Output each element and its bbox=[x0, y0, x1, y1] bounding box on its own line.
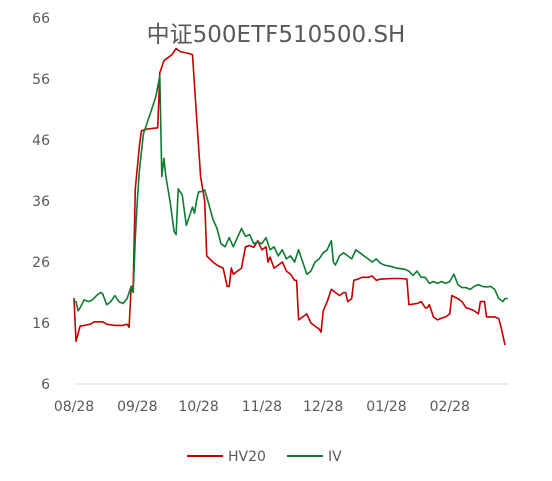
x-tick-label: 10/28 bbox=[178, 399, 218, 415]
x-tick-label: 09/28 bbox=[117, 399, 157, 415]
y-tick-label: 66 bbox=[32, 11, 50, 27]
legend-label-iv: IV bbox=[328, 449, 342, 465]
x-tick-label: 11/28 bbox=[242, 399, 282, 415]
series-line-iv bbox=[73, 75, 508, 312]
x-tick-label: 02/28 bbox=[430, 399, 470, 415]
y-tick-label: 16 bbox=[32, 316, 50, 332]
x-tick-label: 12/28 bbox=[303, 399, 343, 415]
x-axis-tick-labels: 08/28 09/28 10/28 11/28 12/28 01/28 02/28 bbox=[54, 399, 470, 415]
y-tick-label: 26 bbox=[32, 255, 50, 271]
y-tick-label: 6 bbox=[41, 377, 50, 393]
series-lines bbox=[73, 47, 508, 346]
x-tick-label: 08/28 bbox=[54, 399, 94, 415]
y-axis-tick-labels: 6 16 26 36 46 56 66 bbox=[32, 11, 50, 393]
legend-label-hv20: HV20 bbox=[228, 449, 266, 465]
y-tick-label: 46 bbox=[32, 133, 50, 149]
chart-title: 中证500ETF510500.SH bbox=[147, 22, 406, 48]
x-tick-label: 01/28 bbox=[366, 399, 406, 415]
series-line-hv20 bbox=[73, 47, 506, 346]
y-tick-label: 36 bbox=[32, 194, 50, 210]
legend: HV20 IV bbox=[187, 449, 342, 465]
y-tick-label: 56 bbox=[32, 72, 50, 88]
